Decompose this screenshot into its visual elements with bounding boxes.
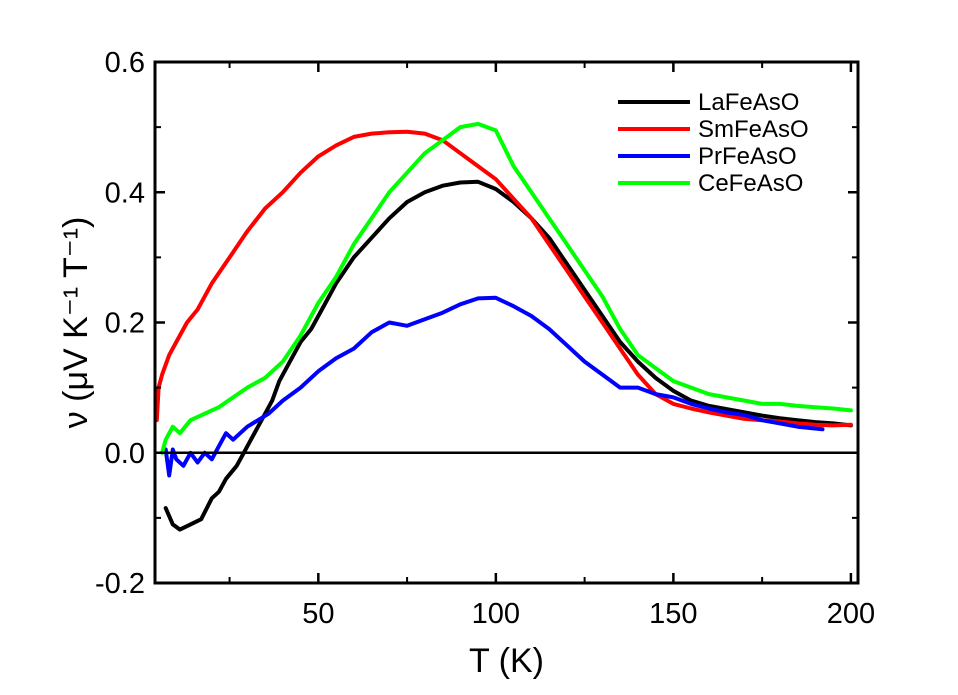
y-axis-title: ν (μV K⁻¹ T⁻¹) — [57, 217, 95, 429]
series-line-smfeaso — [154, 129, 853, 428]
x-tick-label: 200 — [827, 598, 875, 630]
legend-label-smfeaso: SmFeAsO — [698, 116, 809, 143]
series-layer — [154, 121, 853, 532]
x-tick-label: 100 — [472, 598, 520, 630]
x-tick-label: 50 — [302, 598, 334, 630]
series-line-cefeaso — [160, 121, 853, 455]
series-line-prfeaso — [163, 295, 825, 478]
x-tick-label: 150 — [649, 598, 697, 630]
x-axis-title: T (K) — [469, 642, 544, 680]
y-tick-label: -0.2 — [95, 568, 145, 600]
legend-label-prfeaso: PrFeAsO — [698, 143, 797, 170]
series-line-lafeaso — [163, 179, 853, 532]
y-tick-label: 0.2 — [105, 308, 145, 340]
y-tick-label: 0.6 — [105, 47, 145, 79]
y-tick-label: 0.4 — [105, 177, 145, 209]
legend-label-cefeaso: CeFeAsO — [698, 170, 803, 197]
legend-label-lafeaso: LaFeAsO — [698, 89, 799, 116]
ticks-layer: 50 100 150 200 -0.2 0.0 0.2 0.4 0.6 — [95, 47, 875, 630]
y-tick-label: 0.0 — [105, 438, 145, 470]
